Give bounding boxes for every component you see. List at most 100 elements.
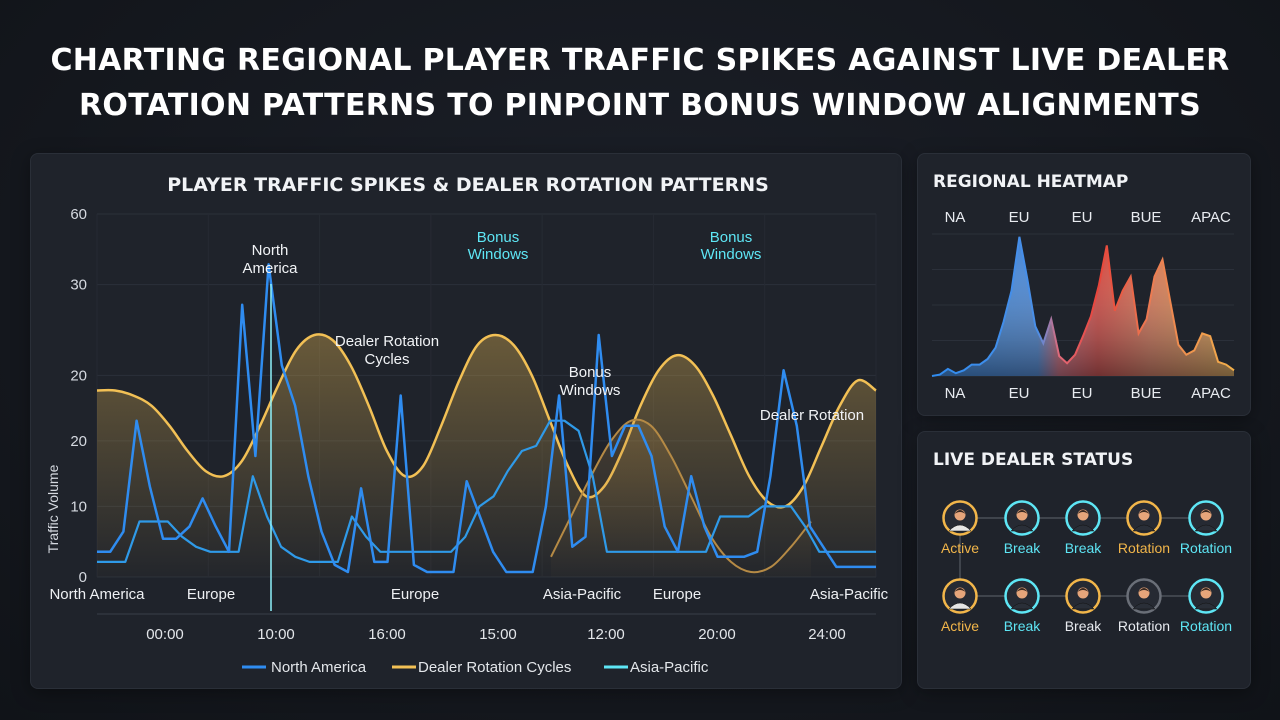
annotation-bonus-windows-2-line2: Windows — [701, 246, 762, 263]
person-icon-body — [1010, 602, 1034, 610]
heatmap-area-shade — [932, 236, 1234, 376]
dealer-status-label: Rotation — [1118, 540, 1170, 556]
person-icon-hair — [1016, 588, 1028, 592]
y-axis-ticks: 60 30 20 20 10 0 — [70, 206, 87, 586]
region-label: Asia-Pacific — [810, 586, 889, 603]
series-layer — [96, 263, 877, 577]
person-icon-body — [1194, 524, 1218, 532]
dealer-avatar[interactable] — [1188, 500, 1224, 536]
heatmap-bottom-label: APAC — [1191, 385, 1231, 402]
page-title: CHARTING REGIONAL PLAYER TRAFFIC SPIKES … — [0, 38, 1280, 128]
heatmap-area-line — [931, 236, 1235, 377]
heatmap-area — [931, 236, 1235, 377]
dealer-avatar[interactable] — [942, 578, 978, 614]
dealer-avatar[interactable] — [1126, 578, 1162, 614]
person-icon-body — [1071, 524, 1095, 532]
region-label: Europe — [653, 586, 701, 603]
dealer-status-label: Rotation — [1118, 618, 1170, 634]
region-label: North America — [49, 586, 145, 603]
person-icon-hair — [1077, 510, 1089, 514]
dealer-avatar[interactable] — [1065, 578, 1101, 614]
page-title-line2: ROTATION PATTERNS TO PINPOINT BONUS WIND… — [79, 88, 1201, 123]
x-tick-label: 10:00 — [257, 626, 295, 643]
annotation-north-america-line1: North — [252, 242, 289, 259]
person-icon-body — [1071, 602, 1095, 610]
person-icon-body — [948, 602, 972, 610]
person-icon-hair — [1077, 588, 1089, 592]
person-icon-hair — [1200, 588, 1212, 592]
x-tick-label: 00:00 — [146, 626, 184, 643]
legend-label: Dealer Rotation Cycles — [418, 659, 571, 676]
heatmap-title: REGIONAL HEATMAP — [933, 172, 1129, 192]
legend: North America Dealer Rotation Cycles Asia-… — [242, 659, 709, 676]
person-icon-hair — [954, 588, 966, 592]
heatmap-bottom-label: EU — [1009, 385, 1030, 402]
live-dealer-status-panel: LIVE DEALER STATUS Active Break Break Rotat… — [917, 431, 1251, 689]
x-tick-label: 12:00 — [587, 626, 625, 643]
x-tick-label: 24:00 — [808, 626, 846, 643]
heatmap-bottom-label: BUE — [1131, 385, 1162, 402]
heatmap-labels: NA EU EU BUE APAC NA EU EU BUE APAC — [945, 209, 1231, 402]
dealer-status-label: Active — [941, 618, 979, 634]
heatmap-bottom-label: NA — [945, 385, 966, 402]
dealer-status-label: Active — [941, 540, 979, 556]
dealer-avatar[interactable] — [1188, 578, 1224, 614]
y-tick-label: 60 — [70, 206, 87, 223]
dealer-avatar[interactable] — [1065, 500, 1101, 536]
legend-label: North America — [271, 659, 367, 676]
dealer-status-label: Break — [1065, 540, 1103, 556]
dealer-avatar[interactable] — [1004, 578, 1040, 614]
heatmap-top-label: EU — [1072, 209, 1093, 226]
person-icon-hair — [954, 510, 966, 514]
region-label: Europe — [187, 586, 235, 603]
region-labels: North America Europe Europe Asia-Pacific Eur… — [49, 586, 888, 603]
page-title-line1: CHARTING REGIONAL PLAYER TRAFFIC SPIKES … — [50, 43, 1230, 78]
legend-label: Asia-Pacific — [630, 659, 709, 676]
regional-heatmap-panel: REGIONAL HEATMAP NA EU EU BUE APAC NA EU EU BUE A… — [917, 153, 1251, 416]
dealer-status-title: LIVE DEALER STATUS — [933, 450, 1134, 470]
annotation-bonus-windows-3-line2: Windows — [560, 382, 621, 399]
dealer-status-label: Break — [1004, 540, 1042, 556]
y-tick-label: 0 — [79, 569, 87, 586]
dealer-status-label: Rotation — [1180, 618, 1232, 634]
person-icon-body — [1194, 602, 1218, 610]
annotations: North America Dealer Rotation Cycles Bon… — [242, 242, 864, 424]
heatmap-top-label: EU — [1009, 209, 1030, 226]
person-icon-hair — [1138, 588, 1150, 592]
dealer-avatar[interactable] — [1126, 500, 1162, 536]
annotation-bonus-windows-3-line1: Bonus — [569, 364, 612, 381]
regional-heatmap-chart: NA EU EU BUE APAC NA EU EU BUE APAC — [931, 209, 1235, 402]
dealer-avatar[interactable] — [1004, 500, 1040, 536]
bonus-annotations: Bonus Windows Bonus Windows — [468, 229, 762, 263]
y-tick-label: 20 — [70, 367, 87, 384]
annotation-dealer-rotation-line1: Dealer Rotation — [335, 333, 439, 350]
secondary-wave-area — [551, 419, 811, 577]
annotation-bonus-windows-2-line1: Bonus — [710, 229, 753, 246]
heatmap-top-label: APAC — [1191, 209, 1231, 226]
person-icon-body — [1010, 524, 1034, 532]
traffic-chart-panel: PLAYER TRAFFIC SPIKES & DEALER ROTATION … — [30, 153, 902, 689]
bonus-window-lines — [269, 269, 733, 611]
annotation-north-america-line2: America — [242, 260, 298, 277]
series-line-dealer-rotation — [96, 333, 877, 509]
dealer-status-grid: Active Break Break Rotation Rotation Active Br… — [941, 500, 1232, 634]
y-tick-label: 10 — [70, 498, 87, 515]
chart-title: PLAYER TRAFFIC SPIKES & DEALER ROTATION … — [167, 174, 769, 196]
annotation-dealer-rotation-right: Dealer Rotation — [760, 407, 864, 424]
series-line-north-america — [97, 263, 876, 574]
annotation-bonus-windows-1-line2: Windows — [468, 246, 529, 263]
person-icon-body — [1132, 524, 1156, 532]
region-label: Asia-Pacific — [543, 586, 622, 603]
annotation-dealer-rotation-line2: Cycles — [364, 351, 409, 368]
x-axis-ticks: 00:00 10:00 16:00 15:00 12:00 20:00 24:00 — [146, 626, 846, 643]
person-icon-hair — [1200, 510, 1212, 514]
x-tick-label: 16:00 — [368, 626, 406, 643]
annotation-bonus-windows-1-line1: Bonus — [477, 229, 520, 246]
dealer-avatar[interactable] — [942, 500, 978, 536]
x-tick-label: 15:00 — [479, 626, 517, 643]
x-tick-label: 20:00 — [698, 626, 736, 643]
dealer-status-label: Break — [1004, 618, 1042, 634]
y-axis-label: Traffic Volume — [45, 464, 61, 553]
person-icon-hair — [1016, 510, 1028, 514]
y-tick-label: 30 — [70, 277, 87, 294]
